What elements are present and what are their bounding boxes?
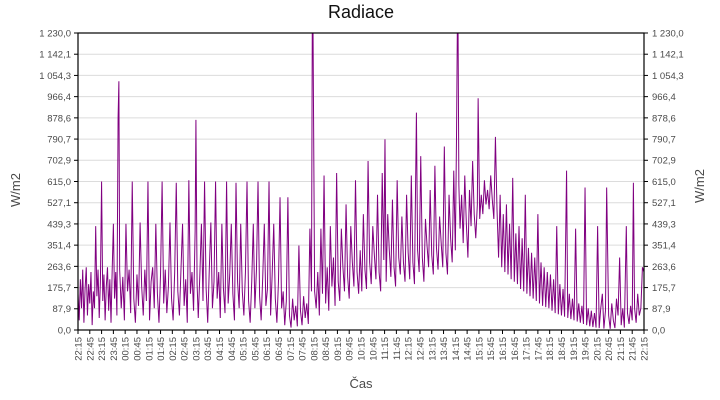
x-tick-label: 16:15 <box>498 337 509 361</box>
x-tick-label: 05:15 <box>239 337 250 361</box>
y-tick-label-right: 87,9 <box>652 304 671 315</box>
x-tick-label: 05:45 <box>250 337 261 361</box>
y-tick-label-right: 702,9 <box>652 156 676 167</box>
y-tick-label-right: 790,7 <box>652 134 676 145</box>
y-tick-label-right: 878,6 <box>652 113 676 124</box>
x-tick-label: 12:15 <box>404 337 415 361</box>
x-axis-title: Čas <box>349 376 373 391</box>
y-tick-label-left: 1 230,0 <box>39 28 71 39</box>
x-tick-label: 02:15 <box>168 337 179 361</box>
x-tick-label: 18:15 <box>545 337 556 361</box>
x-tick-label: 04:15 <box>215 337 226 361</box>
y-tick-label-left: 1 142,1 <box>39 50 71 61</box>
y-tick-label-right: 0,0 <box>652 325 665 336</box>
y-tick-label-right: 263,6 <box>652 262 676 273</box>
x-tick-label: 07:45 <box>298 337 309 361</box>
y-tick-label-left: 1 054,3 <box>39 71 71 82</box>
x-tick-label: 20:15 <box>592 337 603 361</box>
gridlines <box>78 53 644 310</box>
x-tick-label: 09:15 <box>333 337 344 361</box>
y-tick-label-left: 702,9 <box>47 156 71 167</box>
x-tick-label: 11:45 <box>392 337 403 360</box>
y-tick-label-left: 175,7 <box>47 283 71 294</box>
y-tick-label-right: 527,1 <box>652 198 676 209</box>
x-tick-label: 19:45 <box>581 337 592 361</box>
y-tick-label-right: 351,4 <box>652 241 676 252</box>
x-tick-label: 23:15 <box>97 337 108 361</box>
x-tick-label: 13:45 <box>439 337 450 361</box>
x-tick-label: 21:15 <box>616 337 627 361</box>
x-tick-label: 11:15 <box>380 337 391 360</box>
x-tick-label: 17:45 <box>533 337 544 361</box>
x-tick-label: 12:45 <box>415 337 426 361</box>
y-axis-title-left: W/m2 <box>8 173 23 207</box>
x-tick-label: 04:45 <box>227 337 238 361</box>
x-tick-label: 07:15 <box>286 337 297 361</box>
y-tick-label-right: 1 054,3 <box>652 71 684 82</box>
x-tick-label: 03:45 <box>203 337 214 361</box>
x-tick-label: 22:15 <box>640 337 651 361</box>
x-tick-label: 15:15 <box>474 337 485 361</box>
x-tick-label: 14:45 <box>463 337 474 361</box>
y-tick-label-right: 1 230,0 <box>652 28 684 39</box>
y-tick-label-left: 878,6 <box>47 113 71 124</box>
chart-title: Radiace <box>328 2 394 22</box>
x-tick-label: 00:15 <box>121 337 132 361</box>
x-tick-label: 16:45 <box>510 337 521 361</box>
x-tick-label: 23:45 <box>109 337 120 361</box>
x-tick-label: 10:45 <box>368 337 379 361</box>
y-tick-label-left: 0,0 <box>58 325 71 336</box>
axes <box>74 32 648 334</box>
y-tick-label-left: 263,6 <box>47 262 71 273</box>
x-tick-label: 13:15 <box>427 337 438 361</box>
y-tick-label-left: 351,4 <box>47 241 71 252</box>
x-tick-label: 21:45 <box>628 337 639 361</box>
x-tick-label: 09:45 <box>345 337 356 361</box>
x-tick-label: 22:15 <box>74 337 85 361</box>
x-tick-label: 01:15 <box>144 337 155 361</box>
tick-labels: 1 230,0 1 230,0 1 142,1 1 142,1 1 054,3 1 054… <box>39 28 683 360</box>
x-tick-label: 01:45 <box>156 337 167 361</box>
y-tick-label-right: 966,4 <box>652 92 676 103</box>
y-tick-label-right: 175,7 <box>652 283 676 294</box>
x-tick-label: 15:45 <box>486 337 497 361</box>
y-axis-title-right: W/m2 <box>692 169 707 203</box>
y-tick-label-right: 615,0 <box>652 177 676 188</box>
x-tick-label: 06:15 <box>262 337 273 361</box>
x-tick-label: 17:15 <box>522 337 533 361</box>
y-tick-label-left: 87,9 <box>53 304 72 315</box>
x-tick-label: 08:45 <box>321 337 332 361</box>
radiation-series-line <box>77 32 645 329</box>
x-tick-label: 02:45 <box>180 337 191 361</box>
x-tick-label: 08:15 <box>309 337 320 361</box>
y-tick-label-left: 615,0 <box>47 177 71 188</box>
y-tick-label-right: 1 142,1 <box>652 50 684 61</box>
x-tick-label: 14:15 <box>451 337 462 361</box>
data-series-layer <box>77 32 645 329</box>
x-tick-label: 10:15 <box>357 337 368 361</box>
x-tick-label: 20:45 <box>604 337 615 361</box>
y-tick-label-left: 527,1 <box>47 198 71 209</box>
x-tick-label: 03:15 <box>191 337 202 361</box>
x-tick-label: 22:45 <box>85 337 96 361</box>
y-tick-label-right: 439,3 <box>652 219 676 230</box>
x-tick-label: 19:15 <box>569 337 580 361</box>
x-tick-label: 06:45 <box>274 337 285 361</box>
y-tick-label-left: 439,3 <box>47 219 71 230</box>
plot-area[interactable] <box>77 32 645 331</box>
y-tick-label-left: 966,4 <box>47 92 71 103</box>
x-tick-label: 18:45 <box>557 337 568 361</box>
x-tick-label: 00:45 <box>132 337 143 361</box>
y-tick-label-left: 790,7 <box>47 134 71 145</box>
